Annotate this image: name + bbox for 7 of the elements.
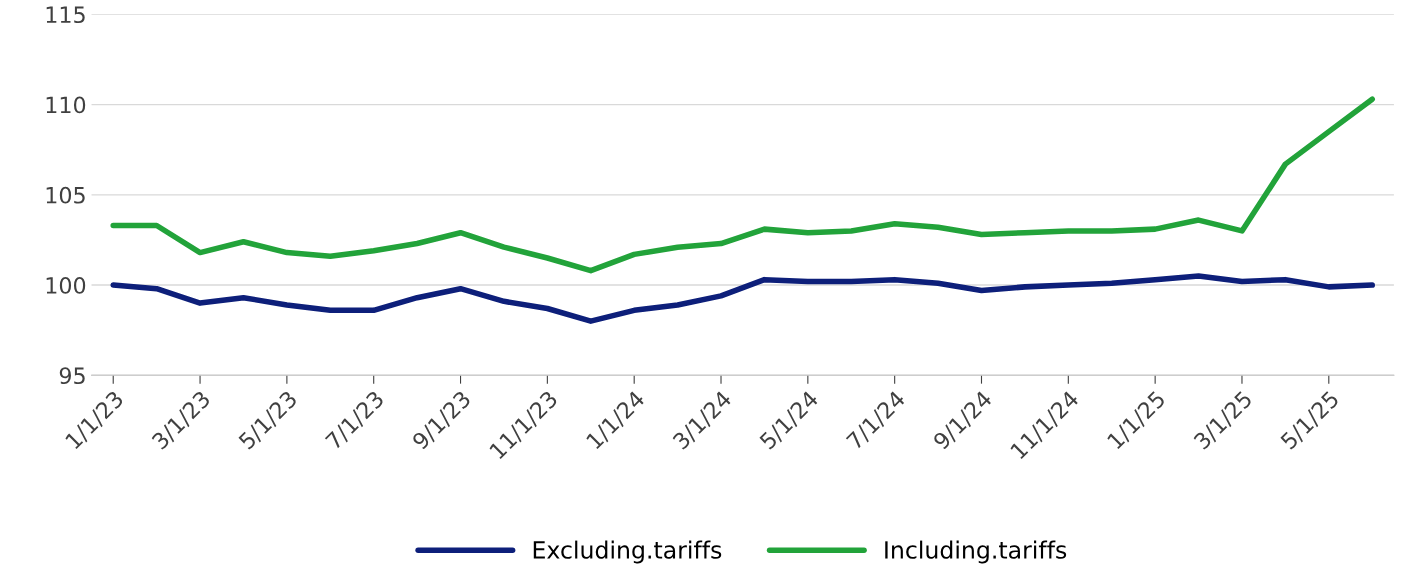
- y-tick-label: 115: [46, 6, 85, 24]
- y-tick-label: 95: [59, 367, 85, 385]
- legend-label: Excluding.tariffs: [533, 540, 722, 564]
- y-tick-label: 110: [46, 96, 86, 114]
- y-tick-label: 105: [46, 186, 85, 204]
- legend-label: Including.tariffs: [885, 540, 1067, 564]
- y-tick-label: 100: [46, 277, 86, 294]
